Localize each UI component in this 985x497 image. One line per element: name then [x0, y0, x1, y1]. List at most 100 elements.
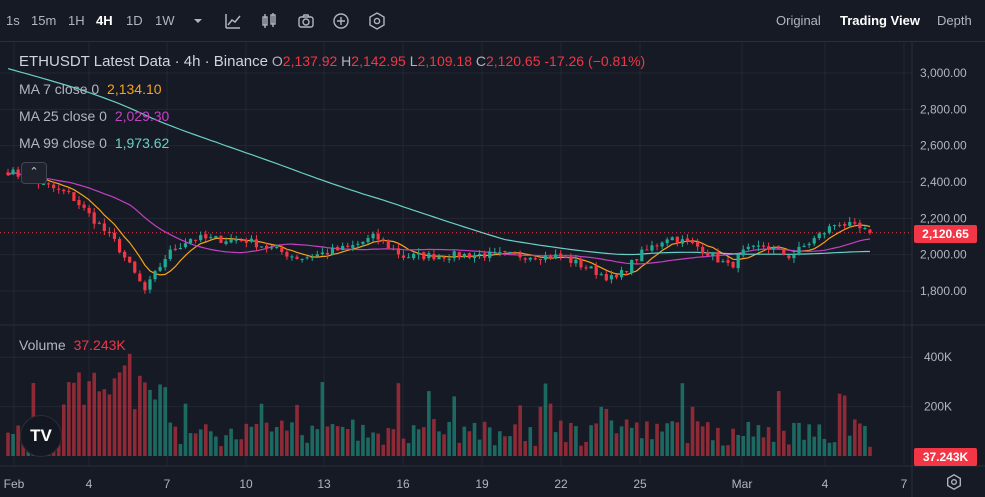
gear-hex-icon[interactable]: [367, 11, 387, 31]
candle-body: [315, 254, 319, 257]
moving-average-lines: [7, 68, 871, 276]
volume-bar: [812, 436, 817, 456]
time-tick-label: Feb: [4, 477, 25, 491]
candle-body: [194, 239, 198, 241]
volume-bar: [837, 393, 842, 456]
candle-body: [16, 169, 20, 177]
volume-bar: [467, 431, 472, 456]
chevron-down-icon[interactable]: [188, 11, 208, 31]
candle-body: [163, 259, 167, 268]
indicators-icon[interactable]: [223, 11, 243, 31]
time-tick-label: 16: [396, 477, 410, 491]
volume-bar: [117, 372, 122, 456]
volume-bar: [330, 424, 335, 456]
volume-bar: [168, 422, 173, 456]
volume-bar: [351, 419, 355, 456]
volume-bar: [82, 404, 86, 456]
time-tick-label: 7: [164, 477, 171, 491]
volume-bar: [219, 446, 223, 456]
candle-body: [726, 260, 730, 263]
candle-body: [224, 241, 228, 244]
volume-bar: [376, 433, 380, 456]
candle-body: [432, 253, 436, 260]
settings-icon[interactable]: [945, 473, 963, 491]
camera-icon[interactable]: [296, 11, 316, 31]
candle-body: [437, 256, 441, 260]
candle-body: [736, 254, 740, 269]
volume-bar: [340, 426, 345, 456]
symbol-title: ETHUSDT Latest Data · 4h · Binance: [19, 53, 268, 70]
volume-bar: [315, 429, 320, 456]
volume-bar: [229, 428, 233, 456]
volume-bar: [665, 423, 669, 456]
ma99-value: 1,973.62: [114, 135, 170, 151]
candle-body: [721, 261, 725, 263]
candle-body: [422, 252, 426, 260]
volume-bar: [143, 382, 147, 456]
candle-body: [756, 245, 761, 247]
candle-body: [178, 247, 182, 250]
candle-body: [259, 246, 264, 248]
candle-body: [483, 253, 487, 258]
volume-bar: [609, 420, 614, 456]
volume-value: 37.243K: [73, 337, 126, 353]
view-depth[interactable]: Depth: [937, 13, 972, 28]
volume-bar: [685, 443, 690, 456]
ma7-legend[interactable]: MA 7 close 0 2,134.10: [19, 81, 162, 97]
candle-body: [579, 259, 583, 268]
volume-bar: [629, 427, 634, 456]
candle-body: [117, 239, 122, 253]
candle-body: [807, 243, 811, 246]
close-label: C: [475, 53, 486, 69]
volume-bar: [112, 378, 117, 456]
volume-bar: [127, 353, 132, 456]
volume-bar: [224, 435, 228, 456]
ma99-legend[interactable]: MA 99 close 0 1,973.62: [19, 135, 169, 151]
volume-bar: [543, 383, 548, 456]
volume-bar: [508, 436, 512, 456]
timeframe-1h[interactable]: 1H: [68, 13, 85, 28]
price-chart[interactable]: 3,000.00 2,800.00 2,600.00 2,400.00 2,200.00…: [0, 42, 985, 497]
volume-bar: [569, 422, 573, 456]
timeframe-4h[interactable]: 4H: [96, 13, 113, 28]
view-original[interactable]: Original: [776, 13, 821, 28]
volume-bar: [427, 391, 431, 456]
volume-bar: [528, 427, 533, 456]
candles-icon[interactable]: [259, 11, 279, 31]
volume-bar: [193, 433, 198, 456]
candle-body: [92, 212, 96, 224]
candle-body: [604, 274, 608, 281]
high-label: H: [341, 53, 352, 69]
time-tick-label: 25: [633, 477, 647, 491]
plus-circle-icon[interactable]: [331, 11, 351, 31]
candle-body: [645, 249, 649, 251]
volume-bar: [761, 437, 766, 456]
candles: [6, 166, 872, 294]
timeframe-1s[interactable]: 1s: [6, 13, 20, 28]
candle-body: [249, 238, 253, 242]
candle-body: [751, 245, 755, 247]
candle-body: [706, 252, 710, 256]
volume-bar: [259, 403, 264, 456]
candle-body: [351, 245, 355, 248]
volume-bar: [842, 395, 847, 456]
volume-bar: [513, 424, 517, 456]
view-trading-view[interactable]: Trading View: [840, 13, 920, 28]
volume-bar: [660, 431, 664, 456]
timeframe-1d[interactable]: 1D: [126, 13, 143, 28]
timeframe-15m[interactable]: 15m: [31, 13, 57, 28]
collapse-legend-button[interactable]: ⌃: [21, 162, 47, 184]
timeframe-1w[interactable]: 1W: [155, 13, 175, 28]
candle-body: [356, 243, 360, 245]
candle-body: [498, 251, 502, 253]
candle-body: [72, 192, 76, 201]
candle-body: [630, 259, 634, 273]
volume-bar: [634, 422, 639, 456]
volume-bar: [487, 427, 492, 456]
volume-bar: [680, 383, 685, 456]
ma25-legend[interactable]: MA 25 close 0 2,029.30: [19, 108, 169, 124]
price-tick-label: 2,600.00: [920, 139, 967, 153]
candle-body: [614, 274, 619, 278]
candle-body: [766, 246, 771, 250]
volume-bar: [92, 372, 96, 456]
